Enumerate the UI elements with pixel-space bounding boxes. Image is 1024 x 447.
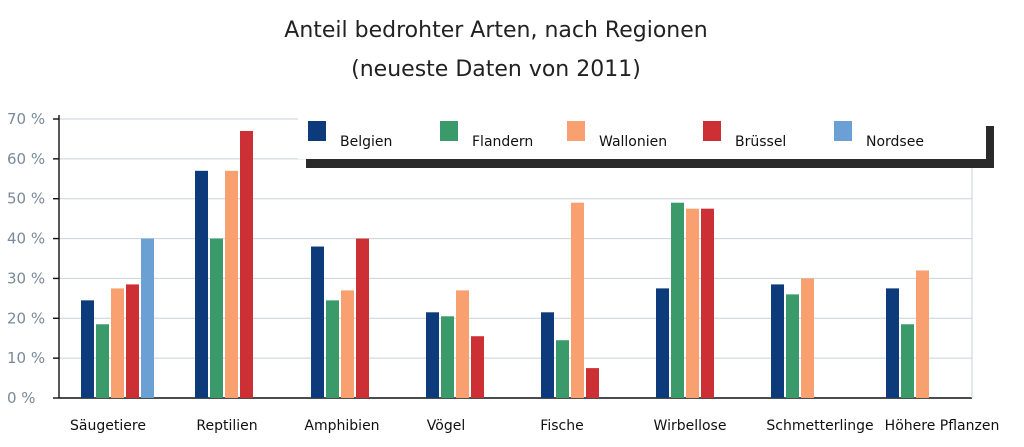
y-tick-label: 20 % bbox=[7, 309, 45, 327]
bar-wallonien-7 bbox=[801, 278, 814, 398]
bar-belgien-4 bbox=[426, 312, 439, 398]
legend-label-wallonien: Wallonien bbox=[599, 134, 667, 150]
legend-swatch-wallonien bbox=[567, 121, 585, 141]
y-tick-label: 30 % bbox=[7, 269, 45, 287]
bar-brüssel-4 bbox=[471, 336, 484, 398]
bar-belgien-6 bbox=[656, 288, 669, 398]
bar-brüssel-2 bbox=[240, 130, 253, 398]
bar-nordsee-1 bbox=[141, 238, 154, 398]
legend-swatch-brüssel bbox=[703, 121, 721, 141]
bars bbox=[81, 130, 929, 398]
legend-label-flandern: Flandern bbox=[472, 134, 533, 150]
bar-brüssel-3 bbox=[356, 238, 369, 398]
chart-subtitle: (neueste Daten von 2011) bbox=[351, 57, 641, 82]
bar-flandern-1 bbox=[96, 324, 109, 398]
x-tick-label: Säugetiere bbox=[70, 418, 146, 434]
legend-swatch-flandern bbox=[440, 121, 458, 141]
chart-title: Anteil bedrohter Arten, nach Regionen bbox=[284, 18, 707, 43]
bar-belgien-8 bbox=[886, 288, 899, 398]
bar-belgien-1 bbox=[81, 300, 94, 398]
x-tick-label: Höhere Pflanzen bbox=[885, 418, 1000, 434]
y-tick-label: 10 % bbox=[7, 349, 45, 367]
bar-belgien-5 bbox=[541, 312, 554, 398]
bar-flandern-6 bbox=[671, 202, 684, 398]
legend-box bbox=[298, 117, 986, 159]
y-tick-label: 50 % bbox=[7, 190, 45, 208]
bar-flandern-3 bbox=[326, 300, 339, 398]
y-tick-label: 0 % bbox=[7, 389, 36, 407]
x-tick-label: Amphibien bbox=[304, 418, 379, 434]
x-tick-label: Wirbellose bbox=[654, 418, 727, 434]
bar-wallonien-1 bbox=[111, 288, 124, 398]
x-tick-label: Reptilien bbox=[196, 418, 257, 434]
bar-flandern-4 bbox=[441, 316, 454, 398]
bar-flandern-5 bbox=[556, 340, 569, 398]
bar-flandern-8 bbox=[901, 324, 914, 398]
bar-wallonien-2 bbox=[225, 170, 238, 398]
y-tick-label: 60 % bbox=[7, 150, 45, 168]
bar-flandern-7 bbox=[786, 294, 799, 398]
legend: Belgien Flandern Wallonien Brüssel Nordsee bbox=[298, 117, 994, 168]
axes: 0 % 10 % 20 % 30 % 40 % 50 % 60 % 70 % Säugetier… bbox=[7, 110, 999, 434]
bar-brüssel-6 bbox=[701, 208, 714, 398]
bar-flandern-2 bbox=[210, 238, 223, 398]
x-tick-label: Vögel bbox=[427, 418, 465, 434]
bar-brüssel-1 bbox=[126, 284, 139, 398]
legend-swatch-belgien bbox=[308, 121, 326, 141]
x-tick-label: Fische bbox=[540, 418, 583, 434]
bar-belgien-7 bbox=[771, 284, 784, 398]
legend-label-brüssel: Brüssel bbox=[735, 134, 786, 150]
legend-label-belgien: Belgien bbox=[340, 134, 392, 150]
bar-belgien-2 bbox=[195, 170, 208, 398]
bar-wallonien-5 bbox=[571, 202, 584, 398]
bar-wallonien-4 bbox=[456, 290, 469, 398]
bar-wallonien-8 bbox=[916, 270, 929, 398]
legend-label-nordsee: Nordsee bbox=[866, 134, 924, 150]
legend-swatch-nordsee bbox=[834, 121, 852, 141]
bar-wallonien-6 bbox=[686, 208, 699, 398]
bar-belgien-3 bbox=[311, 246, 324, 398]
y-tick-label: 40 % bbox=[7, 230, 45, 248]
x-tick-label: Schmetterlinge bbox=[766, 418, 873, 434]
y-tick-label: 70 % bbox=[7, 110, 45, 128]
bar-brüssel-5 bbox=[586, 368, 599, 398]
bar-wallonien-3 bbox=[341, 290, 354, 398]
